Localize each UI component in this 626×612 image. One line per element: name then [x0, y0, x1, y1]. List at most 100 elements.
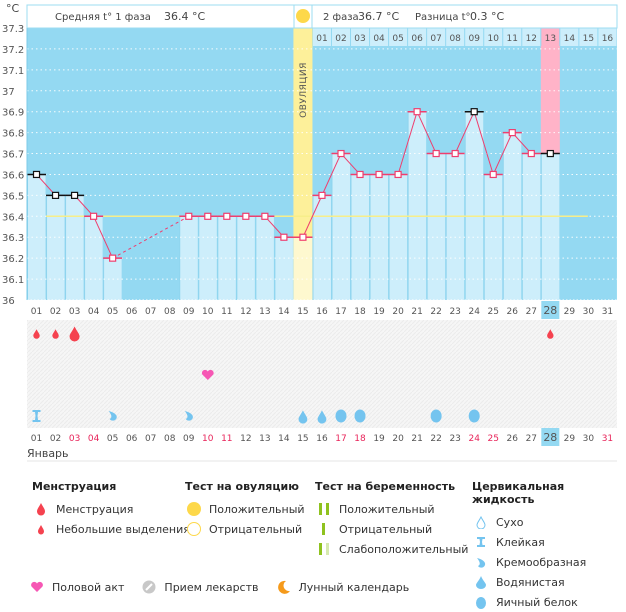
phase2-day-cell — [427, 28, 446, 46]
temperature-point — [242, 212, 250, 220]
phase2-day-cell — [312, 28, 331, 46]
month-label: Январь — [27, 447, 69, 460]
temperature-bar — [522, 153, 541, 300]
phase2-day-label: 10 — [488, 34, 500, 44]
phase2-day-cell — [560, 28, 579, 46]
faint-lines-icon — [315, 543, 333, 555]
temperature-line — [473, 111, 494, 175]
x-tick-label: 23 — [449, 434, 460, 444]
temperature-point — [90, 212, 98, 220]
phase2-day-label: 04 — [373, 34, 385, 44]
x-tick-label: 30 — [583, 434, 595, 444]
menstruation-drop-icon — [69, 326, 80, 342]
phase2-day-label: 14 — [564, 34, 576, 44]
x-tick-label: 11 — [221, 434, 232, 444]
x-tick-label: 19 — [373, 434, 385, 444]
x-tick-label: 22 — [430, 307, 441, 317]
legend-menstruation: Менструация Менструация Небольшие выделе… — [32, 480, 190, 539]
today-highlight — [541, 428, 560, 446]
legend-item-label: Кремообразная — [496, 555, 587, 569]
x-tick-label: 11 — [221, 307, 232, 317]
legend-item: Слабоположительный — [315, 539, 468, 559]
temperature-point — [451, 149, 459, 158]
x-tick-label: 10 — [202, 434, 214, 444]
legend-item: Яичный белок — [472, 592, 626, 612]
legend-item-label: Небольшие выделения — [56, 522, 190, 536]
x-tick-label: 04 — [88, 434, 100, 444]
creamy-icon — [472, 555, 490, 569]
legend-item: Положительный — [315, 499, 468, 519]
phase2-day-cell — [522, 28, 541, 46]
temperature-line — [492, 132, 513, 175]
y-unit-label: °C — [6, 2, 20, 15]
legend-item-label: Менструация — [56, 502, 134, 516]
phase2-day-cell — [351, 28, 370, 46]
eggwhite-icon — [472, 595, 490, 609]
x-tick-label: 22 — [430, 434, 441, 444]
x-tick-label: 07 — [145, 307, 156, 317]
temperature-line — [416, 111, 437, 154]
x-tick-label: 24 — [468, 434, 480, 444]
drop-small-icon — [32, 524, 50, 535]
phase2-value: 36.7 °C — [358, 10, 399, 23]
y-tick-label: 36.8 — [2, 129, 24, 140]
spotting-drop-icon — [52, 329, 59, 339]
legend-item-label: Водянистая — [496, 575, 565, 589]
legend-cervical-fluid: Цервикальная жидкость Сухо Клейкая Кремо… — [472, 480, 626, 612]
phase2-day-label: 16 — [602, 34, 614, 44]
temperature-point — [261, 212, 269, 220]
temperature-bar — [465, 111, 484, 300]
eggwhite-icon — [335, 409, 347, 423]
phase2-day-cell — [579, 28, 598, 46]
x-tick-label: 26 — [507, 434, 519, 444]
temperature-bar — [331, 153, 351, 300]
legend-item: Кремообразная — [472, 552, 626, 572]
legend-ovulation-test: Тест на овуляцию Положительный Отрицател… — [185, 480, 305, 539]
x-tick-label: 17 — [335, 434, 346, 444]
x-tick-label: 23 — [449, 307, 460, 317]
temperature-point — [51, 191, 60, 199]
phase2-day-cell — [331, 28, 351, 46]
x-tick-label: 18 — [354, 434, 366, 444]
x-tick-label: 03 — [69, 307, 80, 317]
temperature-point — [356, 170, 364, 179]
phase2-day-cell — [484, 28, 503, 46]
phase2-day-label: 08 — [449, 34, 461, 44]
temperature-point — [223, 212, 231, 220]
x-tick-label: 04 — [88, 307, 100, 317]
legend-other: Половой акт Прием лекарств Лунный календ… — [30, 580, 427, 594]
legend-item-label: Положительный — [339, 502, 435, 516]
temperature-point — [375, 170, 383, 179]
x-tick-label: 07 — [145, 434, 156, 444]
pill-icon — [142, 580, 156, 594]
temperature-point — [280, 233, 288, 241]
x-tick-label: 18 — [354, 307, 366, 317]
events-area — [27, 320, 617, 428]
x-tick-label: 24 — [468, 307, 480, 317]
legend-item: Половой акт — [30, 580, 124, 594]
x-tick-label: 08 — [164, 307, 176, 317]
temperature-bar — [312, 195, 331, 300]
x-tick-label: 21 — [411, 434, 422, 444]
phase2-day-cell — [598, 28, 617, 46]
phase2-day-cell — [541, 28, 560, 46]
legend-item-label: Лунный календарь — [298, 580, 410, 594]
phase2-day-cell — [389, 28, 408, 46]
x-tick-label: 13 — [259, 434, 270, 444]
phase2-day-label: 03 — [354, 34, 365, 44]
legend-item: Положительный — [185, 499, 305, 519]
ovulation-label: ОВУЛЯЦИЯ — [299, 62, 309, 118]
y-tick-label: 36.6 — [2, 170, 24, 181]
phase2-day-label: 13 — [545, 34, 556, 44]
temperature-line-gap — [112, 215, 189, 259]
legend-title: Цервикальная жидкость — [472, 480, 565, 506]
legend-item-label: Яичный белок — [496, 595, 578, 609]
legend-item: Менструация — [32, 499, 190, 519]
y-tick-label: 37.3 — [2, 24, 24, 35]
x-tick-label: 26 — [507, 307, 519, 317]
legend-item-label: Прием лекарств — [164, 580, 259, 594]
temperature-point — [204, 212, 212, 220]
x-tick-label: 20 — [392, 434, 404, 444]
temperature-bar — [84, 216, 103, 300]
x-tick-label: 19 — [373, 307, 385, 317]
